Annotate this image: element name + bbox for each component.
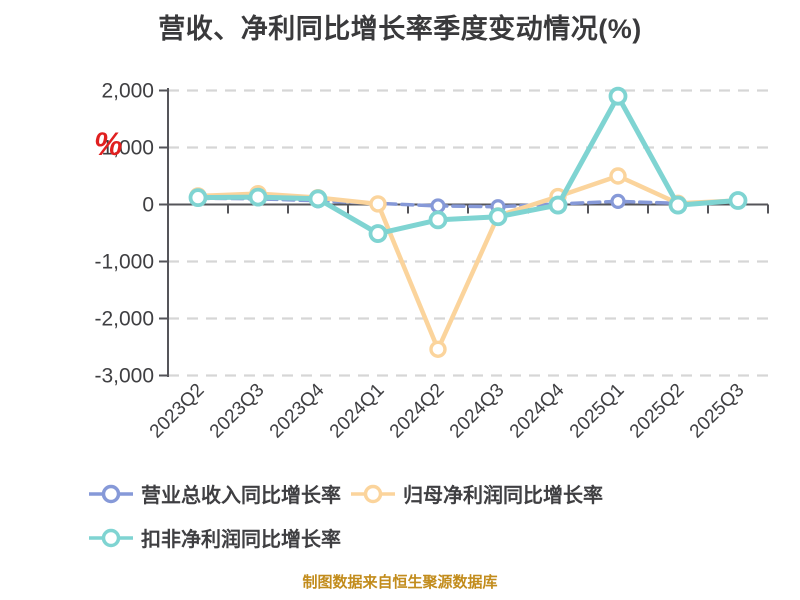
data-point [308, 189, 328, 209]
svg-text:2023Q2: 2023Q2 [146, 380, 209, 443]
svg-text:-3,000: -3,000 [94, 365, 154, 388]
svg-text:2025Q1: 2025Q1 [566, 380, 629, 443]
svg-text:-2,000: -2,000 [94, 308, 154, 331]
axes [159, 88, 769, 377]
data-point [609, 167, 627, 185]
legend-marker-revenue-icon [89, 484, 133, 503]
legend-item-net-profit-yoy[interactable]: 归母净利润同比增长率 [350, 479, 603, 508]
data-point [188, 188, 208, 208]
data-point [668, 195, 688, 215]
svg-text:-1,000: -1,000 [94, 251, 154, 274]
data-point [610, 193, 626, 209]
legend-item-revenue-yoy[interactable]: 营业总收入同比增长率 [88, 479, 341, 508]
legend-item-non-gaap-yoy[interactable]: 扣非净利润同比增长率 [88, 523, 341, 552]
svg-text:1,000: 1,000 [101, 137, 154, 160]
legend-marker-net-profit-icon [351, 484, 395, 503]
gridlines [168, 89, 768, 377]
svg-text:0: 0 [142, 194, 154, 217]
series-non-gaap-net-profit-yoy [188, 86, 748, 243]
data-point [428, 210, 448, 230]
svg-text:2025Q3: 2025Q3 [686, 380, 749, 443]
legend-label: 营业总收入同比增长率 [141, 485, 341, 507]
legend-label: 归母净利润同比增长率 [403, 485, 603, 507]
data-point [728, 191, 748, 210]
chart-title: 营收、净利同比增长率季度变动情况(%) [158, 14, 642, 44]
svg-text:2025Q2: 2025Q2 [626, 380, 689, 443]
svg-text:2,000: 2,000 [101, 80, 154, 103]
legend-label: 扣非净利润同比增长率 [141, 529, 341, 551]
svg-text:2024Q4: 2024Q4 [506, 379, 569, 442]
svg-text:2024Q1: 2024Q1 [326, 380, 389, 443]
data-point [608, 86, 628, 106]
y-axis-labels: 2,000 1,000 0 -1,000 -2,000 -3,000 [94, 80, 154, 388]
svg-text:2024Q3: 2024Q3 [446, 380, 509, 443]
data-point [488, 207, 508, 227]
data-point [248, 187, 268, 207]
svg-text:2023Q4: 2023Q4 [266, 379, 329, 442]
svg-text:2024Q2: 2024Q2 [386, 380, 449, 443]
data-point [548, 195, 568, 215]
legend-marker-non-gaap-icon [89, 528, 133, 547]
data-point [368, 224, 388, 243]
data-source-caption: 制图数据来自恒生聚源数据库 [302, 574, 498, 591]
data-point [430, 198, 446, 214]
x-axis-labels: 2023Q22023Q32023Q42024Q12024Q22024Q32024… [146, 379, 749, 442]
y-axis-unit-label: % [94, 126, 122, 162]
data-point [429, 340, 447, 358]
data-point [369, 195, 387, 213]
svg-text:2023Q3: 2023Q3 [206, 380, 269, 443]
